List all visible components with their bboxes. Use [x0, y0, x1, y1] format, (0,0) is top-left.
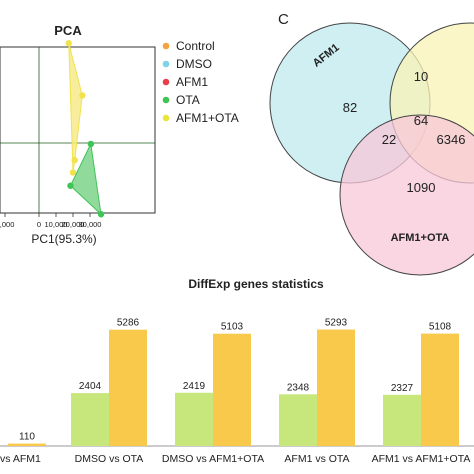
venn-circle-afm1-ota — [339, 114, 474, 276]
venn-region-afm1ota-only: 1090 — [407, 180, 436, 195]
pca-x-tick-label-3: 20,000 — [62, 220, 85, 229]
pca-x-tick-label-0: 0,000 — [0, 220, 14, 229]
pca-point-0-3 — [69, 169, 77, 176]
pca-x-tick-label-1: 0 — [37, 220, 41, 229]
bar-value-label-4-1: 5108 — [429, 322, 452, 333]
venn-panel-label: C — [278, 11, 289, 28]
bar-value-label-2-1: 5103 — [221, 322, 244, 333]
pca-panel: PCA Control DMSO AFM1 OTA AFM1+OTA 0,000 0 10,… — [0, 23, 239, 246]
pca-groups — [65, 40, 105, 218]
bar-4-0 — [383, 394, 421, 446]
bar-value-label-0-1: 110 — [19, 432, 35, 443]
bar-2-1 — [213, 333, 251, 446]
legend-label-2: AFM1 — [176, 75, 208, 89]
pca-x-tick-label-4: 30,000 — [79, 220, 102, 229]
bar-category-label-1: DMSO vs OTA — [75, 453, 144, 465]
legend-label-3: OTA — [176, 93, 200, 107]
pca-point-1-2 — [97, 211, 105, 218]
bar-3-0 — [279, 394, 317, 446]
pca-title: PCA — [54, 23, 82, 38]
pca-hull-1 — [69, 142, 102, 216]
pca-point-0-1 — [79, 92, 86, 99]
bar-value-label-2-0: 2419 — [183, 381, 206, 392]
legend-marker-1 — [162, 60, 170, 68]
bar-value-label-3-0: 2348 — [287, 382, 310, 393]
pca-legend: Control DMSO AFM1 OTA AFM1+OTA — [162, 39, 239, 125]
pca-x-axis-label: PC1(95.3%) — [31, 232, 96, 246]
venn-region-all-three: 64 — [414, 113, 428, 128]
legend-marker-3 — [162, 96, 170, 104]
bar-category-label-4: AFM1 vs AFM1+OTA — [372, 453, 471, 465]
bar-1-1 — [109, 329, 147, 446]
bar-0-1 — [8, 443, 46, 446]
venn-region-afm1-only: 82 — [343, 100, 357, 115]
bar-category-label-2: DMSO vs AFM1+OTA — [162, 453, 264, 465]
venn-set-label-afm1-ota: AFM1+OTA — [391, 232, 450, 244]
pca-point-1-1 — [67, 182, 74, 189]
venn-region-afm1-second: 10 — [414, 69, 428, 84]
legend-label-4: AFM1+OTA — [176, 111, 239, 125]
pca-point-0-2 — [71, 156, 78, 164]
pca-x-tick-label-2: 10,000 — [45, 220, 68, 229]
venn-region-afm1-afm1ota: 22 — [382, 132, 396, 147]
bar-3-1 — [317, 329, 355, 446]
bar-chart-panel: DiffExp genes statistics 110 vs AFM1 2404 5… — [0, 277, 474, 465]
pca-hull-0 — [68, 43, 83, 173]
bar-category-label-3: AFM1 vs OTA — [284, 453, 349, 465]
bar-chart-title: DiffExp genes statistics — [188, 277, 324, 291]
bar-value-label-1-1: 5286 — [117, 318, 140, 329]
pca-point-0-0 — [65, 40, 72, 47]
bar-2-0 — [175, 392, 213, 446]
bar-4-1 — [421, 333, 459, 446]
legend-marker-4 — [162, 114, 170, 122]
legend-marker-2 — [162, 78, 170, 86]
venn-region-second-afm1ota: 6346 — [437, 132, 466, 147]
bar-value-label-4-0: 2327 — [391, 383, 414, 394]
venn-panel: C AFM1 AFM1+OTA 82 10 64 22 6346 1090 — [269, 11, 474, 276]
bar-value-label-3-1: 5293 — [325, 318, 348, 329]
legend-label-0: Control — [176, 39, 215, 53]
bar-1-0 — [71, 393, 109, 446]
bar-category-label-0: vs AFM1 — [0, 453, 41, 465]
legend-marker-0 — [162, 42, 170, 50]
pca-point-1-0 — [87, 140, 95, 148]
bar-chart-bars: 110 vs AFM1 2404 5286 DMSO vs OTA 2419 5103 DMS… — [0, 318, 470, 465]
pca-plot-frame — [0, 46, 156, 214]
legend-label-1: DMSO — [176, 57, 212, 71]
bar-value-label-1-0: 2404 — [79, 381, 102, 392]
